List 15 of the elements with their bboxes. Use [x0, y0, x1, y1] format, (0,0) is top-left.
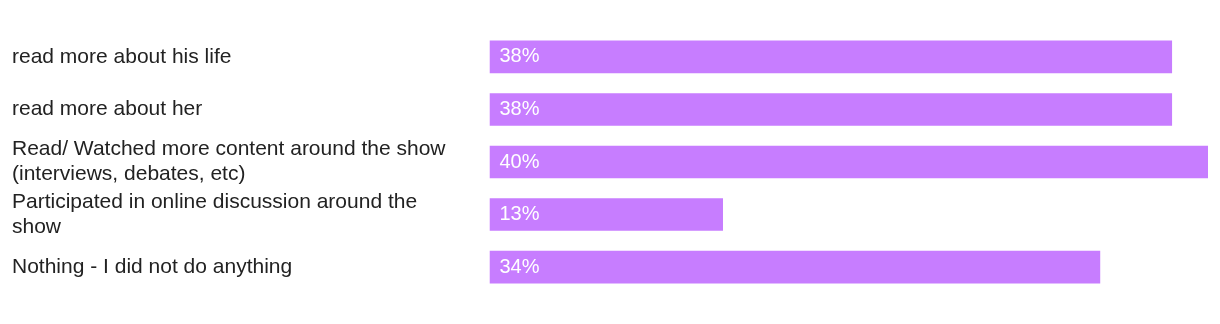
- data-label: 34%: [499, 254, 540, 277]
- y-tick-label: read more about her: [12, 96, 203, 120]
- data-label: 38%: [499, 96, 540, 119]
- data-label: 40%: [499, 149, 540, 172]
- bar: [489, 250, 1101, 284]
- bar: [489, 40, 1173, 74]
- y-tick-label: read more about his life: [12, 43, 232, 67]
- y-tick-label: Nothing - I did not do anything: [12, 253, 293, 277]
- data-label: 13%: [499, 202, 540, 225]
- bar: [489, 145, 1208, 179]
- data-label: 38%: [499, 44, 540, 67]
- y-tick-label: Read/ Watched more content around the show (interviews, debates, etc): [12, 136, 447, 185]
- bar: [489, 93, 1173, 126]
- bar: [489, 198, 723, 231]
- y-tick-label: Participated in online discussion around the show: [12, 188, 418, 237]
